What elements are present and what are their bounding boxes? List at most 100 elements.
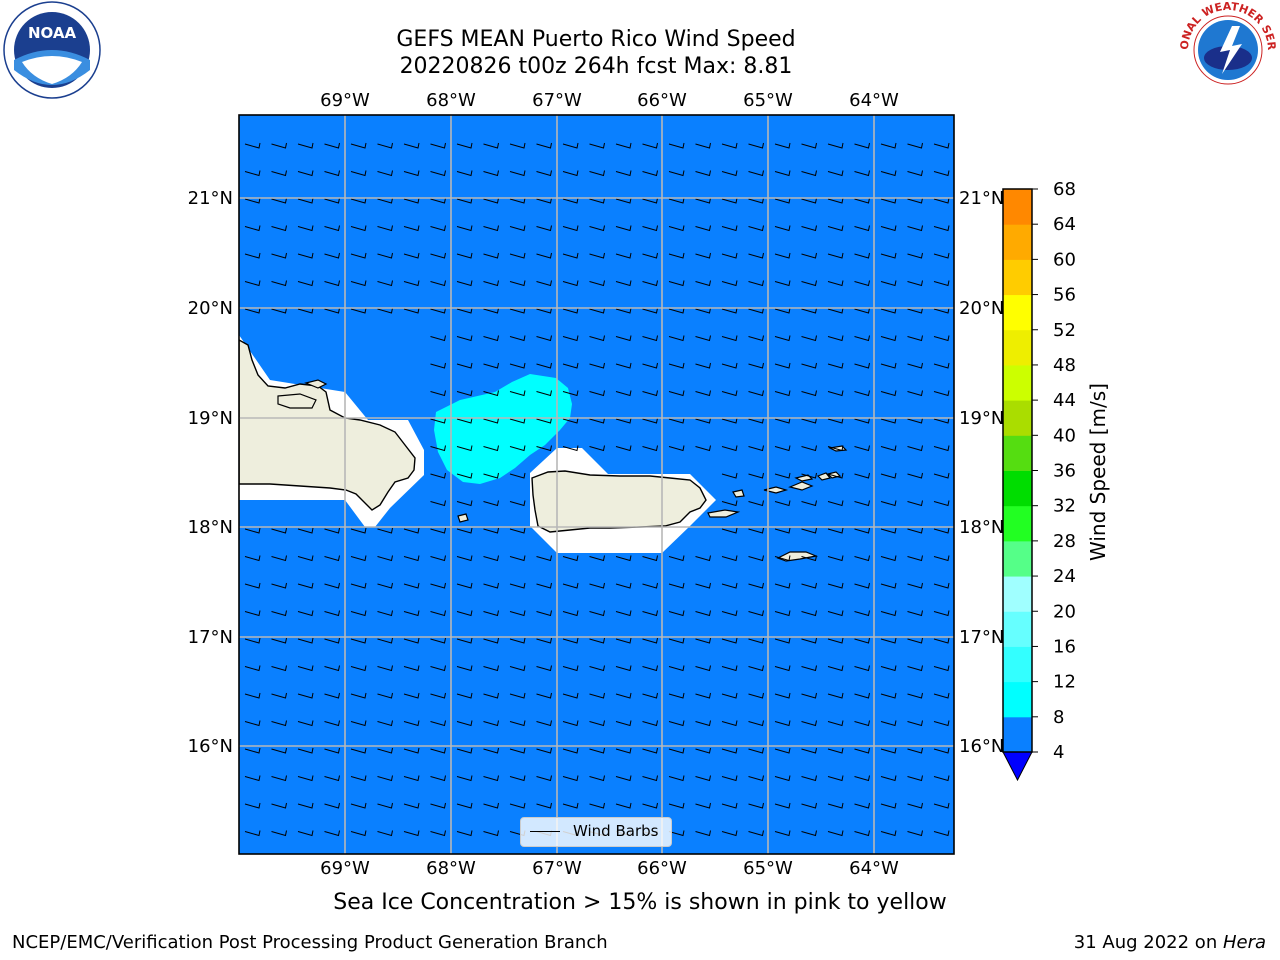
sea-ice-note: Sea Ice Concentration > 15% is shown in … bbox=[333, 890, 947, 915]
wind-barb bbox=[854, 472, 870, 479]
wind-barb bbox=[907, 472, 923, 479]
wind-barb bbox=[801, 142, 817, 149]
lat-label-right: 20°N bbox=[959, 298, 1004, 319]
wind-barb bbox=[721, 830, 738, 837]
wind-barb bbox=[589, 610, 605, 617]
wind-barb bbox=[854, 747, 870, 754]
wind-barb bbox=[801, 252, 817, 259]
wind-barb bbox=[721, 527, 738, 534]
lat-label-left: 19°N bbox=[188, 408, 233, 429]
wind-barb bbox=[774, 197, 791, 204]
wind-barb bbox=[801, 197, 817, 204]
wind-barb bbox=[377, 720, 393, 727]
wind-speed-highlight-area bbox=[434, 374, 572, 484]
wind-barb bbox=[880, 335, 897, 342]
wind-barb bbox=[430, 830, 446, 837]
wind-barb bbox=[880, 500, 897, 507]
wind-barb bbox=[774, 527, 791, 534]
wind-barb bbox=[721, 362, 738, 369]
colorbar-segment bbox=[1003, 259, 1032, 296]
wind-barb bbox=[483, 830, 499, 837]
wind-barb bbox=[668, 197, 685, 204]
lat-label-right: 18°N bbox=[959, 517, 1004, 538]
wind-barb bbox=[483, 335, 499, 342]
wind-barb bbox=[403, 692, 420, 699]
wind-barb bbox=[271, 637, 287, 644]
wind-barb bbox=[854, 775, 870, 782]
wind-barb bbox=[721, 802, 738, 809]
wind-barb bbox=[907, 170, 923, 177]
wind-barb bbox=[827, 197, 844, 204]
wind-barb bbox=[244, 830, 261, 837]
lat-label-left: 18°N bbox=[188, 517, 233, 538]
wind-barb bbox=[324, 582, 340, 589]
colorbar-segment bbox=[1003, 224, 1032, 260]
wind-barb bbox=[271, 775, 287, 782]
wind-barb bbox=[854, 142, 870, 149]
wind-barb bbox=[774, 280, 791, 287]
wind-barb bbox=[456, 142, 473, 149]
colorbar-tick-label: 36 bbox=[1053, 461, 1076, 482]
wind-barb bbox=[668, 802, 685, 809]
wind-barb bbox=[774, 720, 791, 727]
wind-barb bbox=[509, 527, 526, 534]
wind-barb bbox=[774, 637, 791, 644]
wind-barb bbox=[642, 747, 658, 754]
wind-barb bbox=[430, 610, 446, 617]
wind-barb bbox=[774, 775, 791, 782]
wind-barb bbox=[642, 665, 658, 672]
wind-barb bbox=[562, 692, 579, 699]
wind-barb bbox=[933, 692, 950, 699]
wind-barb bbox=[801, 692, 817, 699]
legend-label: Wind Barbs bbox=[573, 822, 659, 840]
wind-barb bbox=[801, 637, 817, 644]
wind-barb bbox=[456, 830, 473, 837]
wind-barb bbox=[827, 830, 844, 837]
wind-barb bbox=[377, 142, 393, 149]
wind-barb bbox=[854, 390, 870, 397]
wind-barb bbox=[271, 527, 287, 534]
wind-barb bbox=[774, 362, 791, 369]
wind-barb bbox=[827, 280, 844, 287]
wind-barb bbox=[854, 445, 870, 452]
wind-barb bbox=[721, 472, 738, 479]
wind-barb bbox=[350, 637, 367, 644]
wind-barb bbox=[244, 802, 261, 809]
wind-barb bbox=[377, 665, 393, 672]
wind-barb bbox=[615, 142, 632, 149]
wind-barb bbox=[827, 390, 844, 397]
wind-barb bbox=[324, 802, 340, 809]
wind-barb bbox=[589, 197, 605, 204]
wind-barb bbox=[668, 582, 685, 589]
wind-barb bbox=[244, 692, 261, 699]
wind-barb bbox=[456, 252, 473, 259]
wind-barb bbox=[854, 417, 870, 424]
wind-barb bbox=[615, 665, 632, 672]
wind-barb bbox=[350, 610, 367, 617]
wind-barb bbox=[933, 747, 950, 754]
wind-barb bbox=[721, 225, 738, 232]
wind-barb bbox=[880, 225, 897, 232]
wind-barb bbox=[589, 362, 605, 369]
wind-barb bbox=[589, 170, 605, 177]
wind-barb bbox=[350, 720, 367, 727]
wind-barb bbox=[668, 170, 685, 177]
wind-barb bbox=[430, 252, 446, 259]
colorbar-tick-label: 64 bbox=[1053, 214, 1076, 235]
wind-barb bbox=[536, 225, 552, 232]
colorbar-segment bbox=[1003, 329, 1032, 366]
wind-barb bbox=[721, 500, 738, 507]
wind-barb bbox=[562, 170, 579, 177]
wind-barb bbox=[695, 830, 711, 837]
wind-barb bbox=[642, 197, 658, 204]
wind-barb bbox=[907, 665, 923, 672]
wind-barb bbox=[880, 527, 897, 534]
wind-barb bbox=[827, 720, 844, 727]
wind-barb bbox=[642, 280, 658, 287]
wind-barb bbox=[350, 775, 367, 782]
wind-barb bbox=[403, 665, 420, 672]
wind-barb bbox=[721, 665, 738, 672]
wind-barb bbox=[721, 555, 738, 562]
lon-label-top: 68°W bbox=[426, 90, 476, 111]
